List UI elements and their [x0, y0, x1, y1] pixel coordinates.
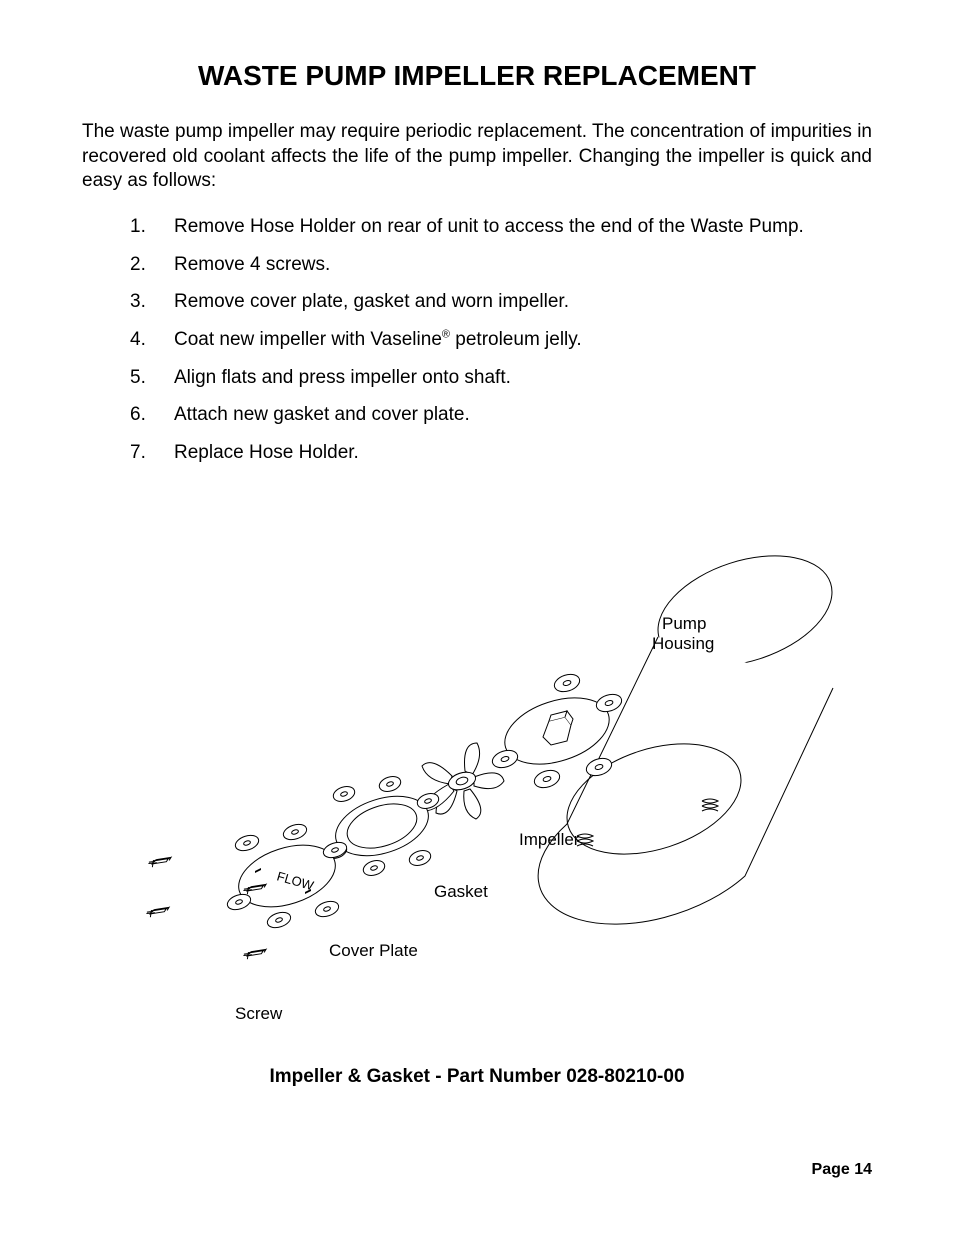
- step-item: 1. Remove Hose Holder on rear of unit to…: [130, 214, 872, 240]
- label-impeller: Impeller: [519, 830, 579, 850]
- page-footer: Page 14: [812, 1161, 872, 1179]
- step-text: Remove Hose Holder on rear of unit to ac…: [174, 214, 804, 240]
- screw-shape: [148, 852, 172, 868]
- label-pump-housing-2: Housing: [652, 634, 714, 654]
- step-number: 3.: [130, 289, 174, 315]
- step-item: 2. Remove 4 screws.: [130, 252, 872, 278]
- step-text: Align flats and press impeller onto shaf…: [174, 365, 511, 391]
- steps-list: 1. Remove Hose Holder on rear of unit to…: [82, 214, 872, 465]
- pump-face-plate: [490, 671, 624, 790]
- label-gasket: Gasket: [434, 882, 488, 902]
- step-number: 2.: [130, 252, 174, 278]
- gasket-shape: [323, 773, 440, 877]
- step-text: Replace Hose Holder.: [174, 440, 359, 466]
- step-text: Remove cover plate, gasket and worn impe…: [174, 289, 569, 315]
- part-number: Impeller & Gasket - Part Number 028-8021…: [82, 1066, 872, 1088]
- exploded-diagram: FLOW Pump Housing Impeller Gasket Cover …: [82, 506, 872, 1036]
- step-number: 6.: [130, 402, 174, 428]
- intro-paragraph: The waste pump impeller may require peri…: [82, 120, 872, 194]
- step-text: Attach new gasket and cover plate.: [174, 402, 470, 428]
- step-item: 7. Replace Hose Holder.: [130, 440, 872, 466]
- impeller-shape: [422, 743, 504, 819]
- step-text: Remove 4 screws.: [174, 252, 330, 278]
- label-screw: Screw: [235, 1004, 282, 1024]
- step-item: 6. Attach new gasket and cover plate.: [130, 402, 872, 428]
- step-number: 4.: [130, 327, 174, 353]
- step-number: 5.: [130, 365, 174, 391]
- screw-shape: [243, 944, 267, 960]
- step-item: 5. Align flats and press impeller onto s…: [130, 365, 872, 391]
- screw-shape: [146, 902, 170, 918]
- step-item: 4. Coat new impeller with Vaseline® petr…: [130, 327, 872, 353]
- label-cover-plate: Cover Plate: [329, 941, 418, 961]
- label-pump-housing-1: Pump: [662, 614, 706, 634]
- pump-diagram-svg: FLOW: [82, 506, 872, 1036]
- page-title: WASTE PUMP IMPELLER REPLACEMENT: [82, 60, 872, 92]
- step-number: 1.: [130, 214, 174, 240]
- step-text: Coat new impeller with Vaseline® petrole…: [174, 327, 582, 353]
- step-item: 3. Remove cover plate, gasket and worn i…: [130, 289, 872, 315]
- step-number: 7.: [130, 440, 174, 466]
